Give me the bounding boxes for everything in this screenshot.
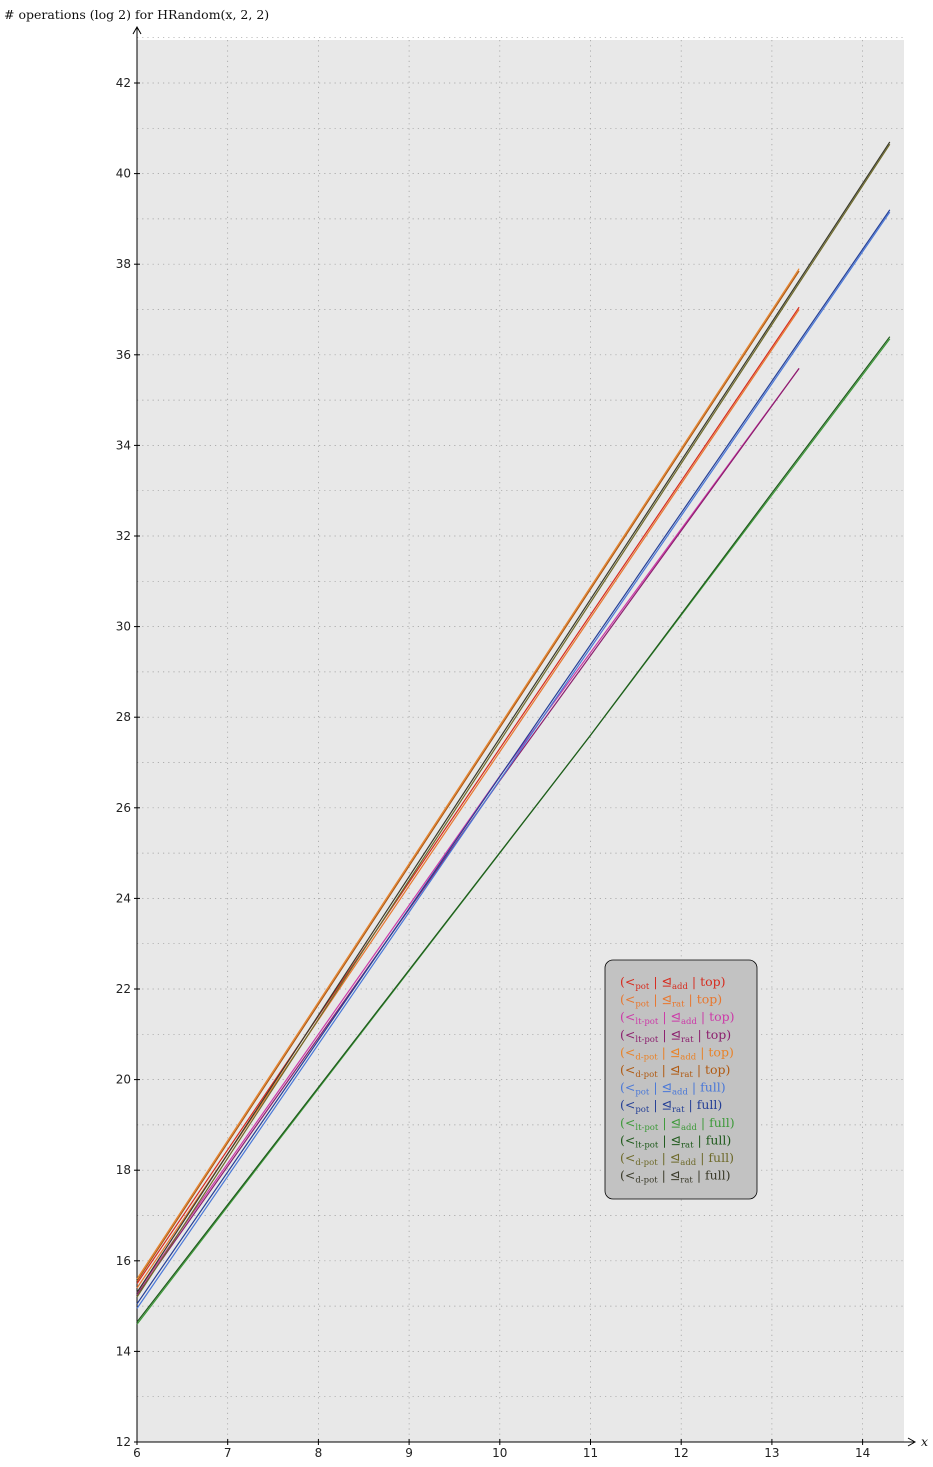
y-tick-label: 38 xyxy=(116,257,131,271)
legend-entry-9: (<lt-pot | ⊴add | full) xyxy=(620,1115,735,1133)
x-tick-label: 14 xyxy=(855,1446,870,1460)
y-tick-label: 26 xyxy=(116,801,131,815)
y-tick-label: 16 xyxy=(116,1254,131,1268)
plot-area xyxy=(137,40,904,1442)
x-tick-label: 9 xyxy=(405,1446,413,1460)
y-tick-label: 18 xyxy=(116,1163,131,1177)
series-line-6 xyxy=(136,270,800,1282)
axes xyxy=(132,25,917,1447)
y-tick-label: 28 xyxy=(116,710,131,724)
y-tick-label: 12 xyxy=(116,1435,131,1449)
x-axis-title: x xyxy=(921,1434,928,1449)
x-tick-label: 11 xyxy=(583,1446,598,1460)
y-tick-label: 14 xyxy=(116,1344,131,1358)
series-lines xyxy=(136,141,891,1325)
series-line-8 xyxy=(136,209,891,1305)
legend-entry-4: (<lt-pot | ⊴rat | top) xyxy=(620,1027,731,1045)
x-tick-label: 8 xyxy=(315,1446,323,1460)
y-axis-arrow xyxy=(132,25,142,35)
legend-entry-8: (<pot | ⊴rat | full) xyxy=(620,1097,722,1115)
x-tick-label: 6 xyxy=(133,1446,141,1460)
y-tick-label: 36 xyxy=(116,348,131,362)
x-axis-arrow xyxy=(907,1437,917,1447)
series-line-9 xyxy=(136,338,891,1325)
y-tick-label: 40 xyxy=(116,167,131,181)
legend-entry-7: (<pot | ⊴add | full) xyxy=(620,1080,726,1098)
series-line-12 xyxy=(136,141,891,1293)
x-tick-label: 7 xyxy=(224,1446,232,1460)
legend-entry-11: (<d-pot | ⊴add | full) xyxy=(620,1150,734,1168)
tick-labels: 6 7 8 9 10 11 12 13 14 12 14 16 18 20 22 24 26 28 30 32 34 36… xyxy=(116,76,871,1460)
series-line-1 xyxy=(136,306,800,1284)
y-tick-label: 32 xyxy=(116,529,131,543)
y-tick-label: 34 xyxy=(116,438,131,452)
series-line-5 xyxy=(136,268,800,1280)
y-tick-label: 24 xyxy=(116,891,131,905)
y-tick-label: 22 xyxy=(116,982,131,996)
x-tick-label: 13 xyxy=(764,1446,779,1460)
y-tick-label: 20 xyxy=(116,1073,131,1087)
legend-entry-12: (<d-pot | ⊴rat | full) xyxy=(620,1168,731,1186)
legend-entry-10: (<lt-pot | ⊴rat | full) xyxy=(620,1132,731,1150)
legend-entry-3: (<lt-pot | ⊴add | top) xyxy=(620,1009,735,1027)
y-tick-label: 30 xyxy=(116,620,131,634)
legend-entry-5: (<d-pot | ⊴add | top) xyxy=(620,1044,734,1062)
y-axis-title: # operations (log 2) for HRandom(x, 2, 2… xyxy=(4,7,269,22)
x-tick-label: 10 xyxy=(492,1446,507,1460)
series-line-10 xyxy=(136,336,891,1323)
legend-entry-1: (<pot | ⊴add | top) xyxy=(620,974,726,992)
legend-entry-6: (<d-pot | ⊴rat | top) xyxy=(620,1062,730,1080)
series-line-11 xyxy=(136,143,891,1298)
y-tick-label: 42 xyxy=(116,76,131,90)
legend: (<pot | ⊴add | top)(<pot | ⊴rat | top)(<… xyxy=(604,959,758,1200)
legend-box xyxy=(604,959,758,1200)
legend-entry-2: (<pot | ⊴rat | top) xyxy=(620,992,722,1010)
series-line-7 xyxy=(136,211,891,1309)
x-tick-label: 12 xyxy=(674,1446,689,1460)
